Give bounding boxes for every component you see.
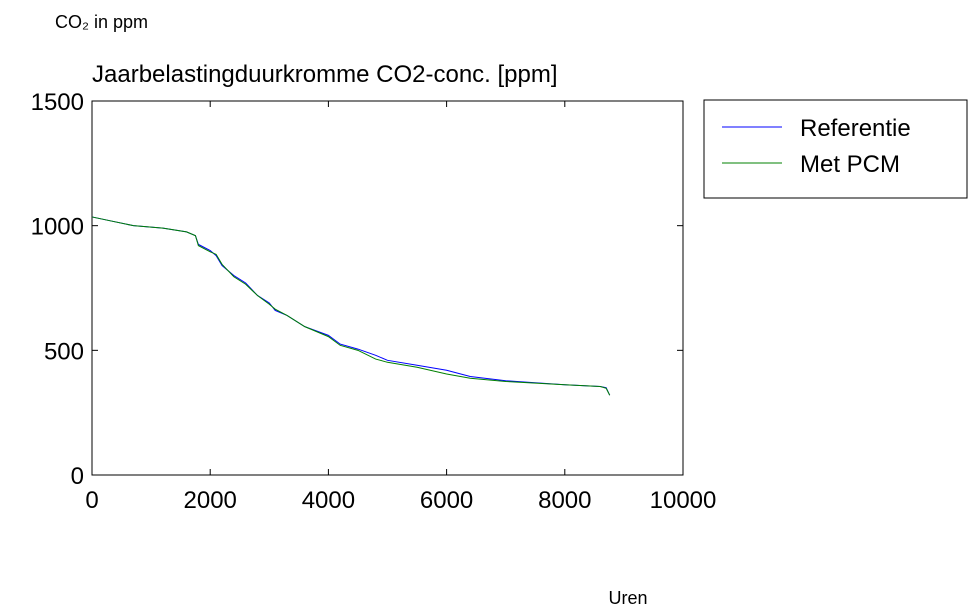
y-tick-label: 1500 <box>31 89 84 116</box>
x-tick-label: 8000 <box>538 487 591 514</box>
x-tick-label: 10000 <box>650 487 717 514</box>
series-line <box>91 216 611 396</box>
series-line <box>91 216 611 396</box>
chart-title: Jaarbelastingduurkromme CO2-conc. [ppm] <box>92 61 558 88</box>
x-tick-label: 0 <box>85 487 98 514</box>
y-tick-label: 0 <box>71 463 84 490</box>
y-tick-label: 500 <box>44 338 84 365</box>
legend-label: Referentie <box>800 115 911 142</box>
x-tick-label: 2000 <box>184 487 237 514</box>
legend-box <box>703 99 968 199</box>
legend-label: Met PCM <box>800 151 900 178</box>
x-tick-label: 4000 <box>302 487 355 514</box>
y-axis-label: CO₂ in ppm <box>55 12 148 32</box>
plot-frame <box>91 100 684 476</box>
x-axis-label: Uren <box>608 588 647 608</box>
x-tick-label: 6000 <box>420 487 473 514</box>
y-tick-label: 1000 <box>31 214 84 241</box>
